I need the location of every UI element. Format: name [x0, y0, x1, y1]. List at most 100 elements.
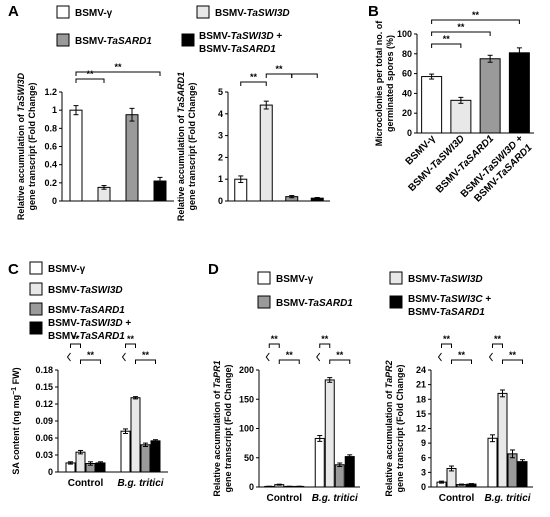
- x-category-label: Control: [266, 493, 302, 504]
- bar-tasard1: [125, 114, 139, 202]
- y-tick-label: 40: [402, 88, 412, 98]
- bar-combo: [517, 461, 528, 488]
- significance-label: **: [271, 334, 279, 344]
- significance-bracket: [431, 31, 491, 36]
- significance-label: **: [321, 334, 329, 344]
- y-tick-label: 0: [52, 196, 57, 206]
- significance-bracket: [319, 343, 331, 348]
- y-axis-label-line2: gene transcript (Fold Change): [395, 364, 405, 492]
- significance-bracket: [431, 43, 462, 48]
- bar-bsmv: [69, 109, 83, 202]
- legend-a: BSMV-γ BSMV-TaSWI3D BSMV-TaSARD1 BSMV-Ta…: [56, 5, 290, 55]
- bar-tasard1: [507, 453, 518, 488]
- legend-label-combo-line1: BSMV-TaSWI3D +: [199, 31, 282, 42]
- legend-swatch-bsmv: [29, 261, 43, 275]
- significance-bracket: [80, 359, 101, 364]
- bar-bsmv: [421, 76, 443, 134]
- chart-a1: 0 0.2 0.4 0.6 0.8 1 1.2 Relative accumulation o…: [16, 62, 174, 220]
- y-tick-label: 0.2: [44, 178, 57, 188]
- panel-letter-a: A: [8, 3, 19, 20]
- significance-label: **: [443, 334, 451, 344]
- chart-c: 0 0.03 0.06 0.09 0.12 0.15 0.18 SA content (ng …: [11, 334, 168, 489]
- significance-label: **: [86, 69, 94, 79]
- bar-taswi3d: [259, 104, 273, 202]
- y-tick-label: 6: [421, 453, 426, 463]
- significance-bracket: [121, 352, 126, 362]
- y-tick-label: 0: [421, 482, 426, 492]
- legend-swatch-combo: [181, 33, 195, 47]
- y-tick-label: 21: [416, 380, 426, 390]
- bar-taswi3d: [130, 397, 141, 473]
- legend-swatch-combo: [29, 321, 43, 335]
- y-tick-label: 0.03: [35, 450, 53, 460]
- y-tick-label: 50: [244, 453, 254, 463]
- y-tick-label: 3: [218, 131, 223, 141]
- significance-bracket: [329, 359, 351, 364]
- significance-label: **: [127, 334, 135, 344]
- y-tick-label: 60: [402, 69, 412, 79]
- legend-label-combo-line1: BSMV-TaSWI3D +: [48, 318, 131, 329]
- significance-label: **: [87, 350, 95, 360]
- significance-bracket: [268, 343, 280, 348]
- y-tick-label: 1: [218, 174, 223, 184]
- significance-bracket: [502, 359, 523, 364]
- legend-label-taswi3d: BSMV-TaSWI3D: [215, 8, 290, 19]
- y-tick-label: 0.8: [44, 123, 57, 133]
- significance-bracket: [492, 343, 503, 348]
- x-category-label: Control: [68, 478, 104, 489]
- y-tick-label: 100: [239, 424, 254, 434]
- legend-label-combo-line2: BSMV-TaSARD1: [408, 307, 485, 318]
- significance-bracket: [488, 352, 493, 362]
- y-tick-label: 2: [218, 152, 223, 162]
- chart-d1: 0 50 100 150 200 Relative accumulation of TaP…: [212, 334, 360, 504]
- legend-swatch-taswi3d: [29, 282, 43, 296]
- y-tick-label: 0.12: [35, 399, 53, 409]
- x-category-label: B.g. tritici: [312, 493, 358, 504]
- legend-d: BSMV-γ BSMV-TaSWI3D BSMV-TaSARD1 BSMV-Ta…: [257, 271, 491, 318]
- y-tick-label: 0.6: [44, 142, 57, 152]
- legend-label-bsmv: BSMV-γ: [75, 8, 113, 19]
- legend-swatch-taswi3d: [389, 271, 403, 285]
- legend-swatch-tasard1: [257, 295, 271, 309]
- y-tick-label: 12: [416, 424, 426, 434]
- bar-combo: [344, 456, 355, 488]
- bar-bsmv: [487, 437, 498, 488]
- chart-d2: 0 3 6 9 12 15 18 21 24 Relative accumulation of T…: [384, 334, 533, 504]
- significance-bracket: [278, 359, 300, 364]
- panel-letter-d: D: [208, 261, 219, 278]
- y-axis-label-line1: Relative accumulation of TaSWI3D: [16, 72, 26, 220]
- significance-bracket: [125, 343, 136, 348]
- significance-label: **: [142, 350, 150, 360]
- significance-bracket: [75, 78, 105, 83]
- bar-combo: [150, 440, 161, 473]
- bar-taswi3d: [450, 99, 472, 134]
- y-tick-label: 0: [218, 196, 223, 206]
- significance-label: **: [494, 334, 502, 344]
- charts-layer: 0 0.2 0.4 0.6 0.8 1 1.2 Relative accumulation o…: [11, 10, 535, 504]
- significance-bracket: [240, 81, 267, 86]
- legend-swatch-bsmv: [257, 271, 271, 285]
- legend-label-bsmv: BSMV-γ: [276, 274, 314, 285]
- y-tick-label: 3: [421, 467, 426, 477]
- significance-label: **: [72, 334, 80, 344]
- y-axis-label-line1: SA content (ng mg−1 FW): [11, 367, 22, 474]
- y-tick-label: 20: [402, 108, 412, 118]
- significance-label: **: [457, 22, 465, 32]
- y-tick-label: 18: [416, 394, 426, 404]
- y-tick-label: 9: [421, 438, 426, 448]
- y-axis-label-line1: Microcolonies per total no. of: [374, 20, 384, 147]
- y-tick-label: 0.4: [44, 160, 57, 170]
- legend-label-tasard1: BSMV-TaSARD1: [75, 36, 152, 47]
- panel-letter-c: C: [8, 261, 19, 278]
- x-category-label: B.g. tritici: [484, 493, 530, 504]
- y-tick-label: 0: [48, 467, 53, 477]
- bar-tasard1: [140, 444, 151, 473]
- legend-label-combo-line2: BSMV-TaSARD1: [48, 331, 125, 342]
- y-tick-label: 80: [402, 49, 412, 59]
- y-tick-label: 0.09: [35, 416, 53, 426]
- significance-bracket: [441, 343, 452, 348]
- significance-bracket: [431, 19, 520, 24]
- significance-bracket: [75, 71, 161, 76]
- y-tick-label: 0: [407, 128, 412, 138]
